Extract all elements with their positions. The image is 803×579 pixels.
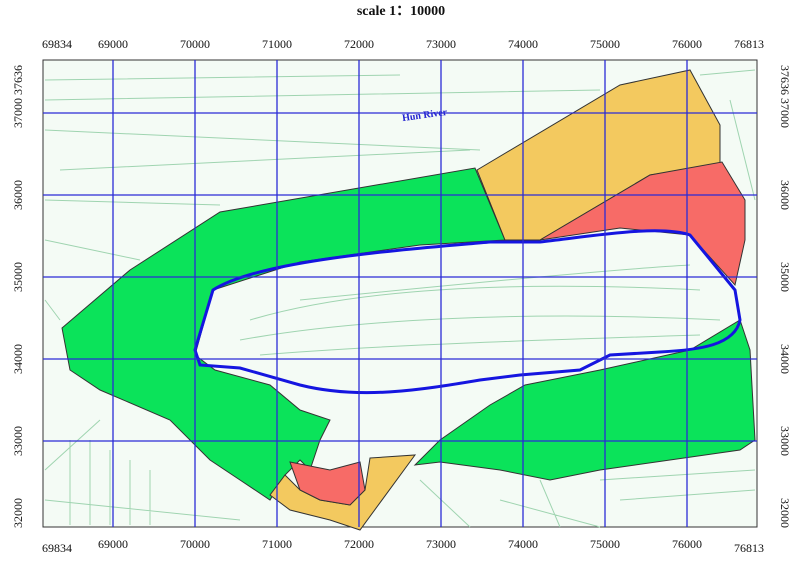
- y-tick-label: 33000: [11, 426, 25, 456]
- y-tick-label: 34000: [778, 344, 792, 374]
- y-tick-label: 33000: [778, 426, 792, 456]
- red-zone: [289, 461, 366, 506]
- y-tick-label: 37000: [778, 98, 792, 128]
- x-tick-label: 71000: [262, 37, 292, 51]
- x-corner-label: 76813: [734, 37, 764, 51]
- x-tick-label: 75000: [590, 537, 620, 551]
- y-tick-label: 35000: [11, 262, 25, 292]
- x-tick-label: 76000: [672, 37, 702, 51]
- x-tick-label: 75000: [590, 37, 620, 51]
- y-corner-label: 32000: [11, 498, 25, 528]
- x-tick-label: 70000: [180, 537, 210, 551]
- x-tick-label: 74000: [508, 37, 538, 51]
- y-corner-label: 32000: [778, 498, 792, 528]
- y-tick-label: 37000: [11, 98, 25, 128]
- y-corner-label: 37636: [778, 65, 792, 95]
- x-tick-label: 70000: [180, 37, 210, 51]
- y-tick-label: 35000: [778, 262, 792, 292]
- x-tick-label: 73000: [426, 537, 456, 551]
- x-tick-label: 69000: [98, 537, 128, 551]
- x-tick-label: 74000: [508, 537, 538, 551]
- x-tick-label: 72000: [344, 537, 374, 551]
- base-map-texture: [44, 69, 756, 528]
- y-tick-label: 36000: [778, 180, 792, 210]
- x-tick-label: 69000: [98, 37, 128, 51]
- x-tick-label: 72000: [344, 37, 374, 51]
- x-corner-label: 69834: [42, 541, 72, 555]
- y-corner-label: 37636: [11, 65, 25, 95]
- x-corner-label: 69834: [42, 37, 72, 51]
- x-tick-label: 71000: [262, 537, 292, 551]
- map-title: scale 1：10000: [357, 4, 445, 19]
- y-tick-label: 36000: [11, 180, 25, 210]
- x-tick-label: 76000: [672, 537, 702, 551]
- pit-boundary: [193, 229, 742, 395]
- y-tick-label: 34000: [11, 344, 25, 374]
- green-zone: [413, 319, 756, 481]
- grid: [43, 60, 757, 527]
- x-tick-label: 73000: [426, 37, 456, 51]
- x-corner-label: 76813: [734, 541, 764, 555]
